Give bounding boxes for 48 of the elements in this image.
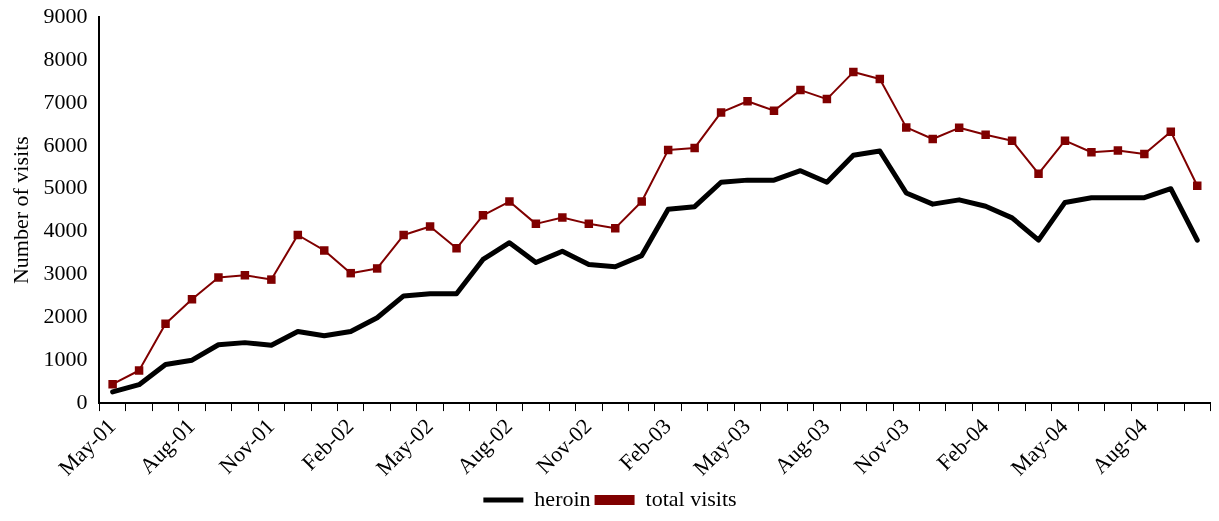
point [1166,127,1176,136]
point [425,222,435,231]
point [1113,146,1123,155]
y-tick-label: 3000 [43,260,88,286]
point [1140,149,1149,159]
point [981,130,990,139]
point [902,123,911,132]
y-tick-label: 7000 [43,88,88,114]
point [637,197,646,206]
point [267,275,276,284]
y-tick-label: 0 [76,388,88,414]
point [505,197,514,206]
point [161,319,170,328]
y-tick-label: 2000 [43,303,88,329]
y-tick-label: 1000 [43,345,88,371]
legend-label: total visits [645,485,737,511]
point [558,213,567,222]
point [134,366,144,375]
point [1034,169,1043,178]
point [611,223,620,233]
point [108,379,117,389]
point [240,271,250,280]
point [769,106,779,115]
point [849,67,858,77]
legend-label: heroin [534,485,591,511]
point [187,295,197,304]
point [399,230,408,240]
point [1193,181,1202,190]
point [372,264,382,273]
point [928,134,937,144]
point [346,268,355,278]
point [1087,148,1096,157]
point [1060,136,1070,145]
point [452,244,461,253]
point [320,246,329,255]
point [478,211,488,220]
y-tick-label: 4000 [43,217,88,243]
point [690,143,699,153]
point [214,273,223,282]
point [743,96,752,106]
y-tick-label: 9000 [43,2,88,28]
y-axis-title: Number of visits [7,136,33,285]
y-tick-label: 6000 [43,131,88,157]
point [716,108,726,117]
y-tick-label: 8000 [43,45,88,71]
point [796,85,805,95]
point [1007,136,1017,145]
y-tick-label: 5000 [43,174,88,200]
